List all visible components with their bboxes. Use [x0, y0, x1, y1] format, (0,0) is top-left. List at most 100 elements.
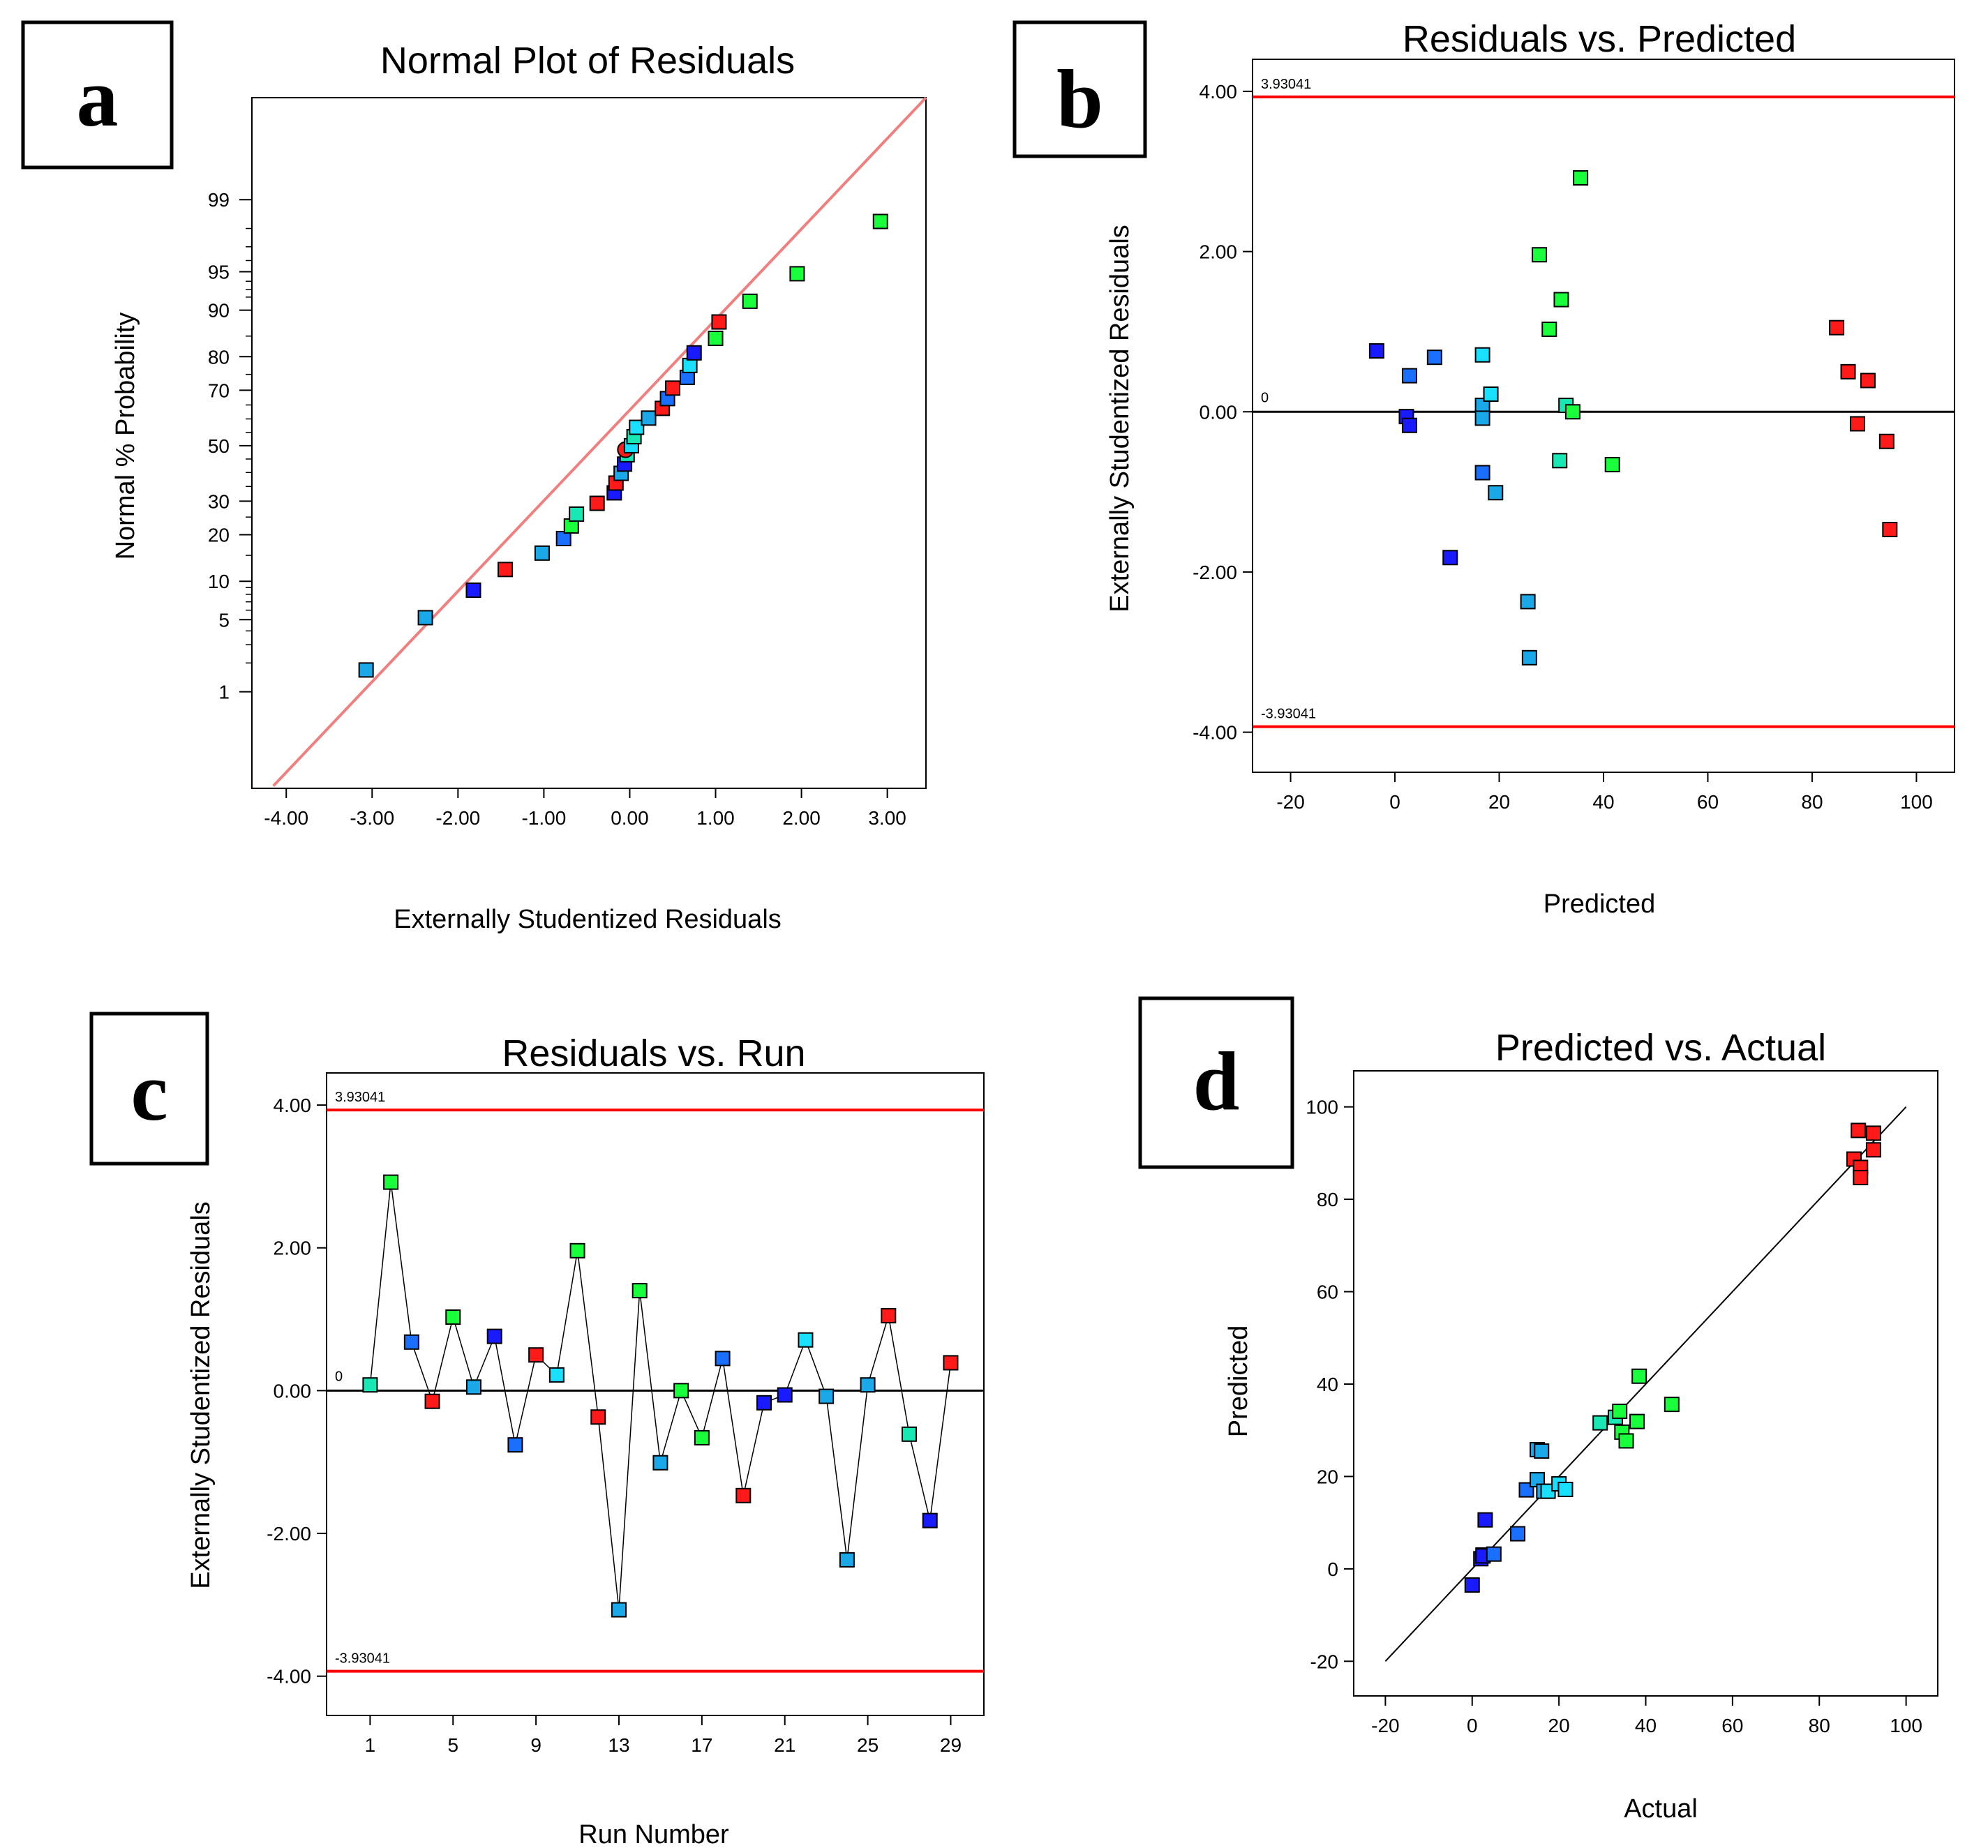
y-tick-label-a: 1 — [218, 682, 230, 703]
data-point-a — [686, 345, 702, 361]
data-point-b — [1474, 347, 1490, 363]
data-point-d — [1534, 1443, 1550, 1459]
data-point-a — [872, 213, 888, 230]
data-point-b — [1532, 247, 1548, 263]
x-tick-label-a: 2.00 — [782, 807, 821, 829]
panel-c-x-label: Run Number — [578, 1820, 729, 1848]
x-tick-label-a: -3.00 — [350, 807, 394, 829]
run-series-line — [369, 1182, 952, 1610]
panel-c-letter: c — [130, 1045, 167, 1138]
data-point-b — [1553, 292, 1569, 308]
y-tick-label-c: -4.00 — [267, 1666, 311, 1688]
panel-a-x-label: Externally Studentized Residuals — [394, 905, 782, 934]
data-point-d — [1865, 1142, 1881, 1158]
x-tick-label-b: 100 — [1900, 791, 1933, 813]
data-point-d — [1510, 1526, 1526, 1542]
panel-a-letter: a — [77, 51, 119, 144]
panel-b-title: Residuals vs. Predicted — [1403, 18, 1796, 60]
data-point-b — [1860, 373, 1876, 389]
y-tick-label-a: 99 — [208, 189, 230, 211]
x-tick-label-d: 60 — [1721, 1715, 1743, 1736]
data-point-a — [498, 562, 514, 578]
data-point-b — [1442, 550, 1458, 566]
data-point-d — [1851, 1122, 1867, 1139]
y-tick-label-a: 20 — [208, 525, 230, 546]
data-point-d — [1664, 1397, 1680, 1413]
data-point-c — [798, 1332, 814, 1348]
data-point-d — [1612, 1404, 1628, 1420]
data-point-a — [534, 545, 550, 561]
x-tick-label-c: 25 — [857, 1734, 879, 1756]
y-tick-label-d: 20 — [1317, 1466, 1338, 1487]
data-point-d — [1464, 1577, 1480, 1593]
data-point-b — [1840, 363, 1856, 380]
data-point-c — [922, 1512, 938, 1528]
data-point-b — [1552, 453, 1568, 469]
panel-d-letter: d — [1193, 1035, 1240, 1127]
zero-line-label-c: 0 — [335, 1369, 343, 1384]
data-point-a — [742, 293, 758, 309]
data-point-b — [1474, 410, 1490, 426]
data-point-b — [1882, 522, 1898, 538]
data-point-d — [1592, 1415, 1608, 1431]
data-point-b — [1878, 433, 1894, 449]
y-tick-label-a: 5 — [218, 609, 230, 631]
x-tick-label-c: 29 — [940, 1734, 962, 1756]
panel-c-title: Residuals vs. Run — [502, 1032, 805, 1074]
x-tick-label-b: 60 — [1697, 791, 1719, 813]
y-tick-label-d: -20 — [1310, 1651, 1338, 1672]
x-tick-label-b: 0 — [1389, 791, 1400, 813]
data-point-c — [383, 1174, 399, 1190]
data-point-b — [1573, 170, 1589, 186]
panel-a-normal-plot: a Normal Plot of Residuals Externally St… — [21, 20, 927, 934]
data-point-c — [528, 1347, 544, 1363]
data-point-a — [708, 330, 724, 346]
data-point-b — [1849, 416, 1865, 432]
panel-b-letter-box — [1012, 20, 1147, 158]
plot-frame-b — [1252, 59, 1955, 773]
data-point-c — [839, 1552, 855, 1568]
x-tick-label-a: 1.00 — [696, 807, 735, 829]
panel-d-title: Predicted vs. Actual — [1495, 1027, 1826, 1069]
lower-limit-label-b: -3.93041 — [1261, 707, 1316, 722]
panel-c-y-label: Externally Studentized Residuals — [186, 1201, 216, 1589]
data-point-a — [789, 266, 805, 282]
x-tick-label-c: 9 — [530, 1734, 541, 1756]
x-tick-label-a: -2.00 — [435, 807, 480, 829]
x-tick-label-c: 13 — [608, 1734, 629, 1756]
data-point-c — [943, 1355, 959, 1371]
x-tick-label-d: 40 — [1635, 1715, 1657, 1736]
data-point-a — [629, 419, 645, 435]
panel-b-plot-area: -20 0 20 40 60 80 100 -4.00 -2.00 0.00 2.00 4.00 0 3.… — [1193, 59, 1955, 813]
panel-a-y-label: Normal % Probability — [111, 313, 140, 560]
data-point-c — [631, 1283, 648, 1299]
x-tick-label-a: 0.00 — [611, 807, 649, 829]
data-point-a — [465, 583, 481, 599]
panel-b-letter: b — [1056, 52, 1103, 145]
lower-limit-label-c: -3.93041 — [335, 1651, 390, 1667]
x-tick-label-c: 1 — [365, 1734, 376, 1756]
data-point-d — [1865, 1125, 1881, 1141]
y-tick-label-a: 30 — [208, 490, 230, 512]
y-tick-label-a: 50 — [208, 435, 230, 457]
data-point-c — [756, 1395, 772, 1411]
data-point-c — [902, 1426, 918, 1442]
panel-b-y-label: Externally Studentized Residuals — [1105, 225, 1135, 613]
normal-fit-line — [272, 96, 927, 787]
panel-b-x-label: Predicted — [1544, 889, 1656, 919]
data-point-c — [715, 1351, 731, 1367]
data-point-d — [1618, 1433, 1634, 1449]
x-tick-label-b: -20 — [1276, 791, 1304, 813]
data-point-c — [548, 1367, 565, 1383]
y-tick-label-a: 70 — [208, 380, 230, 401]
x-tick-label-b: 80 — [1801, 791, 1823, 813]
x-tick-label-a: -4.00 — [264, 807, 308, 829]
y-tick-label-c: 4.00 — [274, 1095, 312, 1116]
data-point-c — [465, 1379, 481, 1395]
y-tick-label-a: 10 — [208, 571, 230, 592]
data-point-d — [1853, 1169, 1869, 1185]
data-point-b — [1368, 343, 1384, 359]
data-point-a — [417, 610, 433, 626]
data-point-d — [1557, 1481, 1574, 1497]
parity-line — [1384, 1106, 1907, 1662]
